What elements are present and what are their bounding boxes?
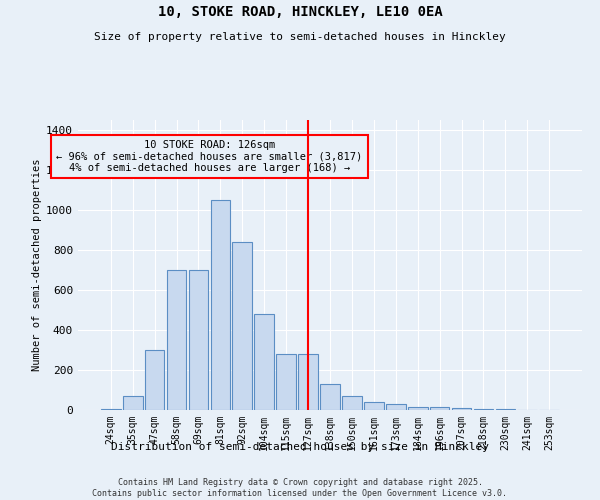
Bar	[430, 407, 449, 410]
Bar	[188, 270, 208, 410]
Bar	[123, 396, 143, 410]
Bar	[364, 402, 384, 410]
Bar	[254, 314, 274, 410]
Bar	[101, 409, 121, 410]
Text: Distribution of semi-detached houses by size in Hinckley: Distribution of semi-detached houses by …	[111, 442, 489, 452]
Text: Size of property relative to semi-detached houses in Hinckley: Size of property relative to semi-detach…	[94, 32, 506, 42]
Y-axis label: Number of semi-detached properties: Number of semi-detached properties	[32, 159, 42, 371]
Bar	[452, 408, 472, 410]
Bar	[232, 242, 252, 410]
Bar	[145, 350, 164, 410]
Bar	[298, 354, 318, 410]
Bar	[276, 354, 296, 410]
Bar	[408, 407, 428, 410]
Text: 10 STOKE ROAD: 126sqm
← 96% of semi-detached houses are smaller (3,817)
4% of se: 10 STOKE ROAD: 126sqm ← 96% of semi-deta…	[56, 140, 362, 173]
Text: Contains HM Land Registry data © Crown copyright and database right 2025.
Contai: Contains HM Land Registry data © Crown c…	[92, 478, 508, 498]
Bar	[167, 270, 187, 410]
Bar	[473, 409, 493, 410]
Bar	[386, 404, 406, 410]
Text: 10, STOKE ROAD, HINCKLEY, LE10 0EA: 10, STOKE ROAD, HINCKLEY, LE10 0EA	[158, 5, 442, 19]
Bar	[342, 396, 362, 410]
Bar	[211, 200, 230, 410]
Bar	[320, 384, 340, 410]
